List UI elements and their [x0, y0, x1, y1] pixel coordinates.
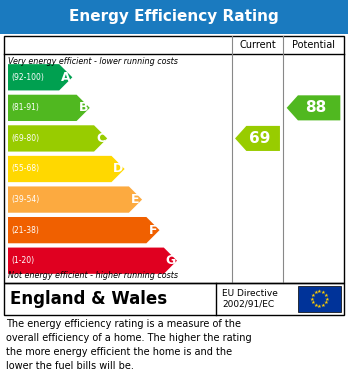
- Text: Potential: Potential: [292, 40, 335, 50]
- Text: lower the fuel bills will be.: lower the fuel bills will be.: [6, 361, 134, 371]
- Text: B: B: [78, 101, 88, 114]
- Polygon shape: [8, 156, 125, 182]
- Text: ★: ★: [321, 290, 326, 295]
- Text: ★: ★: [313, 303, 318, 308]
- Text: EU Directive
2002/91/EC: EU Directive 2002/91/EC: [222, 289, 278, 309]
- Bar: [4, 283, 344, 315]
- Text: Not energy efficient - higher running costs: Not energy efficient - higher running co…: [8, 271, 178, 280]
- Text: (39-54): (39-54): [11, 195, 39, 204]
- Text: (1-20): (1-20): [11, 256, 34, 265]
- Text: ★: ★: [317, 304, 322, 309]
- Bar: [0, 0, 348, 34]
- Text: (69-80): (69-80): [11, 134, 39, 143]
- Polygon shape: [8, 248, 177, 274]
- Polygon shape: [8, 64, 72, 90]
- Polygon shape: [8, 125, 107, 152]
- Text: 88: 88: [305, 100, 326, 115]
- Text: ★: ★: [310, 292, 315, 298]
- Text: D: D: [113, 163, 123, 176]
- Text: (92-100): (92-100): [11, 73, 44, 82]
- Text: England & Wales: England & Wales: [10, 290, 167, 308]
- Text: ★: ★: [313, 290, 318, 295]
- Text: The energy efficiency rating is a measure of the: The energy efficiency rating is a measur…: [6, 319, 241, 329]
- Text: Energy Efficiency Rating: Energy Efficiency Rating: [69, 9, 279, 25]
- Bar: [298, 286, 341, 312]
- Text: A: A: [61, 71, 71, 84]
- Text: (55-68): (55-68): [11, 165, 39, 174]
- Text: (81-91): (81-91): [11, 103, 39, 112]
- Text: ★: ★: [310, 300, 315, 305]
- Text: C: C: [96, 132, 105, 145]
- Text: overall efficiency of a home. The higher the rating: overall efficiency of a home. The higher…: [6, 333, 252, 343]
- Bar: [4, 36, 344, 283]
- Text: ★: ★: [325, 296, 330, 301]
- Text: Current: Current: [239, 40, 276, 50]
- Polygon shape: [235, 126, 280, 151]
- Polygon shape: [8, 217, 159, 243]
- Polygon shape: [8, 187, 142, 213]
- Text: ★: ★: [309, 296, 314, 301]
- Text: ★: ★: [324, 292, 329, 298]
- Polygon shape: [8, 95, 90, 121]
- Text: the more energy efficient the home is and the: the more energy efficient the home is an…: [6, 347, 232, 357]
- Text: (21-38): (21-38): [11, 226, 39, 235]
- Text: ★: ★: [321, 303, 326, 308]
- Text: E: E: [131, 193, 140, 206]
- Text: Very energy efficient - lower running costs: Very energy efficient - lower running co…: [8, 57, 178, 66]
- Text: F: F: [149, 224, 157, 237]
- Polygon shape: [287, 95, 340, 120]
- Text: 69: 69: [249, 131, 270, 146]
- Text: ★: ★: [317, 289, 322, 294]
- Text: G: G: [165, 254, 175, 267]
- Text: ★: ★: [324, 300, 329, 305]
